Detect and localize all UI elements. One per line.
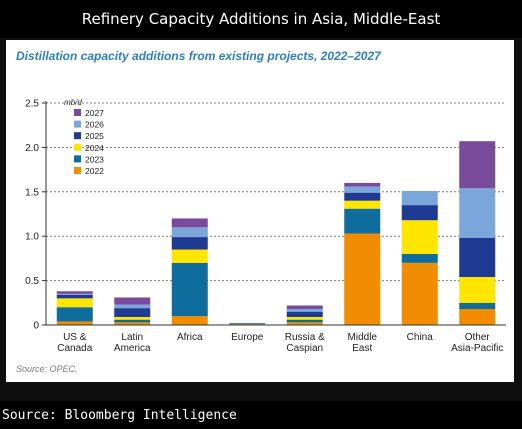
- y-tick-label: 0: [33, 321, 39, 332]
- bar-segment-2026: [459, 188, 496, 238]
- bar-segment-2027: [344, 182, 381, 187]
- bar-segment-2022: [56, 321, 93, 325]
- legend-label-2025: 2025: [85, 131, 104, 141]
- bar-segment-2027: [171, 218, 208, 228]
- bar-segment-2025: [56, 294, 93, 299]
- y-tick-label: 2.5: [25, 99, 39, 110]
- y-tick-label: 1.5: [25, 187, 39, 198]
- y-tick-label: 1.0: [25, 232, 39, 243]
- bar-segment-2025: [286, 311, 323, 318]
- x-tick-label: Middle: [348, 332, 378, 343]
- legend-swatch-2027: [74, 109, 81, 116]
- bar-segment-2022: [401, 262, 438, 325]
- y-tick-label: 0.5: [25, 276, 39, 287]
- bar-segment-2026: [114, 304, 151, 309]
- chart-canvas: 0 0.5 1.0 1.5 2.0 2.5 mb/d US &Canada LatinAmeri…: [25, 98, 506, 354]
- bar-segment-2025: [171, 237, 208, 250]
- bar-segment-2027: [114, 297, 151, 305]
- bar-segment-2022: [171, 316, 208, 325]
- legend-label-2026: 2026: [85, 120, 104, 130]
- bar-segment-2023: [401, 253, 438, 263]
- header-title: Refinery Capacity Additions in Asia, Mid…: [0, 0, 522, 38]
- bar-segment-2023: [459, 302, 496, 310]
- legend-label-2024: 2024: [85, 143, 104, 153]
- bar-segment-2022: [344, 233, 381, 325]
- legend-swatch-2024: [74, 143, 81, 151]
- bar-segment-2025: [344, 192, 381, 201]
- legend-swatch-2022: [74, 167, 81, 174]
- x-tick-label: Asia-Pacific: [451, 343, 503, 354]
- chart-panel: Distillation capacity additions from exi…: [6, 40, 514, 382]
- bar-segment-2027: [459, 141, 496, 189]
- bar-segment-2022: [114, 322, 151, 325]
- bar-segment-2024: [401, 220, 438, 254]
- bar-segment-2023: [56, 307, 93, 322]
- x-tick-label: Other: [465, 332, 491, 343]
- bar-segment-2024: [114, 317, 151, 320]
- bar-segment-2023: [114, 319, 151, 323]
- chart-title: Distillation capacity additions from exi…: [16, 49, 381, 63]
- bar-segment-2027: [286, 305, 323, 310]
- footer-source: Source: Bloomberg Intelligence: [0, 401, 522, 429]
- x-tick-label: US &: [63, 332, 87, 343]
- bar-segment-2023: [286, 319, 323, 323]
- x-tick-label: Latin: [121, 332, 143, 343]
- x-tick-label: Europe: [231, 332, 264, 343]
- bar-segment-2025: [401, 205, 438, 221]
- bar-segment-2024: [344, 200, 381, 209]
- bar-segment-2027: [56, 291, 93, 294]
- legend-swatch-2023: [74, 155, 81, 163]
- bar-segment-2024: [56, 298, 93, 308]
- x-tick-label: China: [407, 332, 434, 343]
- bar-segment-2024: [286, 317, 323, 320]
- bar-segment-2023: [171, 262, 208, 317]
- source-note: Source: OPEC.: [16, 364, 78, 374]
- legend-label-2027: 2027: [85, 108, 104, 118]
- bar-segment-2022: [459, 309, 496, 325]
- bar-segment-2024: [459, 277, 496, 303]
- y-axis-unit-label: mb/d: [64, 98, 82, 107]
- legend-swatch-2025: [74, 132, 81, 140]
- x-tick-label: East: [352, 343, 372, 354]
- bar-segment-2026: [286, 309, 323, 312]
- bar-segment-2026: [56, 293, 93, 295]
- bar-segment-2023: [344, 208, 381, 234]
- legend-label-2023: 2023: [85, 154, 104, 164]
- bar-segment-2023: [229, 323, 266, 325]
- bar-segment-2026: [171, 227, 208, 238]
- x-tick-label: Russia &: [285, 332, 325, 343]
- bar-segment-2025: [459, 237, 496, 278]
- bar-segment-2024: [171, 249, 208, 263]
- bar-segment-2026: [401, 190, 438, 206]
- bar-segment-2025: [114, 308, 151, 318]
- bar-segment-2022: [286, 322, 323, 325]
- y-tick-label: 2.0: [25, 143, 39, 154]
- x-tick-label: Africa: [177, 332, 203, 343]
- x-tick-label: Caspian: [286, 343, 323, 354]
- x-tick-label: Canada: [57, 343, 92, 354]
- x-tick-label: America: [114, 343, 151, 354]
- legend-swatch-2026: [74, 120, 81, 128]
- bar-segment-2026: [344, 186, 381, 193]
- legend-label-2022: 2022: [85, 166, 104, 176]
